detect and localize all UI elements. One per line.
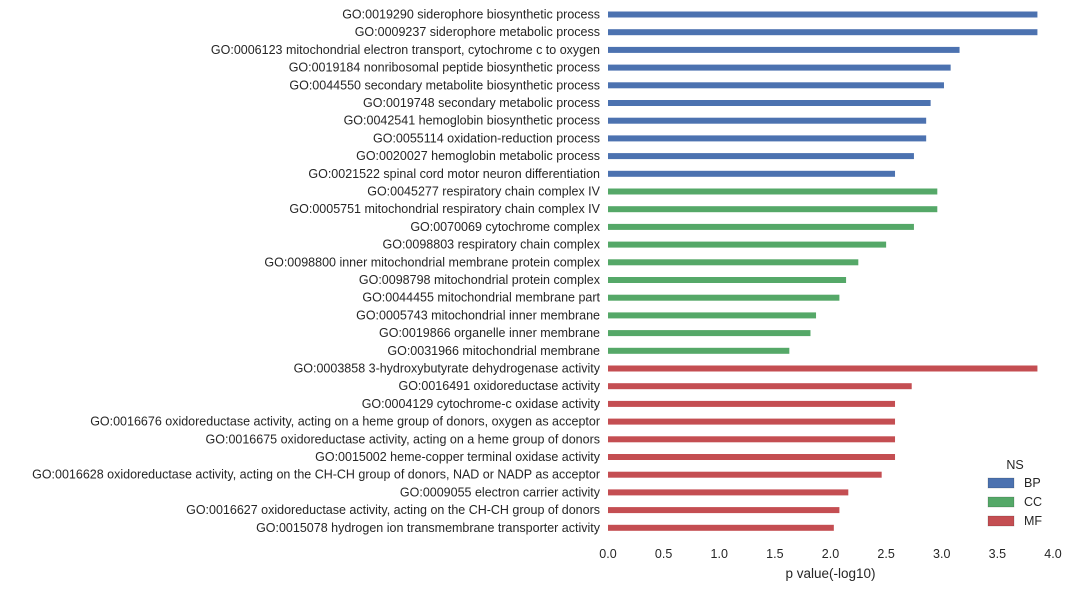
bar-cc-15 [608, 259, 859, 266]
bar-cc-13 [608, 223, 914, 230]
category-label: GO:0044455 mitochondrial membrane part [362, 291, 600, 305]
legend-swatch-mf [987, 515, 1015, 527]
category-label: GO:0005743 mitochondrial inner membrane [356, 308, 600, 322]
category-label: GO:0004129 cytochrome-c oxidase activity [362, 397, 601, 411]
bars-layer [608, 11, 1038, 531]
category-label: GO:0016675 oxidoreductase activity, acti… [206, 432, 600, 446]
category-label: GO:0031966 mitochondrial membrane [387, 344, 600, 358]
category-label: GO:0006123 mitochondrial electron transp… [211, 43, 600, 57]
category-label: GO:0098803 respiratory chain complex [383, 238, 601, 252]
x-tick-label: 1.0 [711, 547, 728, 561]
legend-label-cc: CC [1024, 495, 1042, 509]
category-label: GO:0042541 hemoglobin biosynthetic proce… [344, 114, 600, 128]
legend-title: NS [1006, 458, 1023, 472]
category-labels: GO:0019290 siderophore biosynthetic proc… [32, 8, 601, 535]
x-tick-label: 0.0 [599, 547, 616, 561]
x-tick-label: 3.5 [989, 547, 1006, 561]
bar-bp-9 [608, 153, 914, 160]
category-label: GO:0098800 inner mitochondrial membrane … [264, 255, 600, 269]
category-label: GO:0015078 hydrogen ion transmembrane tr… [256, 521, 601, 535]
category-label: GO:0016491 oxidoreductase activity [398, 379, 600, 393]
bar-mf-28 [608, 489, 849, 496]
category-label: GO:0015002 heme-copper terminal oxidase … [315, 450, 601, 464]
category-label: GO:0070069 cytochrome complex [410, 220, 600, 234]
bar-bp-2 [608, 29, 1038, 36]
category-label: GO:0016676 oxidoreductase activity, acti… [90, 415, 600, 429]
legend-swatch-bp [987, 477, 1015, 489]
x-tick-label: 3.0 [933, 547, 950, 561]
category-label: GO:0019290 siderophore biosynthetic proc… [342, 8, 600, 22]
bar-mf-25 [608, 436, 896, 443]
bar-bp-1 [608, 11, 1038, 18]
category-label: GO:0005751 mitochondrial respiratory cha… [289, 202, 600, 216]
bar-mf-27 [608, 471, 882, 478]
bar-cc-16 [608, 277, 847, 283]
bar-bp-6 [608, 100, 931, 106]
x-axis-title: p value(-log10) [785, 566, 875, 581]
legend-label-bp: BP [1024, 476, 1041, 490]
bar-bp-7 [608, 117, 927, 124]
bar-bp-10 [608, 170, 896, 177]
bar-bp-3 [608, 46, 960, 53]
category-label: GO:0016627 oxidoreductase activity, acti… [186, 503, 600, 517]
legend-label-mf: MF [1024, 514, 1042, 528]
bar-cc-18 [608, 312, 817, 319]
bar-cc-11 [608, 188, 938, 195]
bar-mf-21 [608, 365, 1038, 372]
category-label: GO:0003858 3-hydroxybutyrate dehydrogena… [294, 362, 601, 376]
x-tick-label: 2.0 [822, 547, 839, 561]
bar-bp-5 [608, 82, 944, 89]
x-tick-label: 2.5 [877, 547, 894, 561]
bar-bp-4 [608, 64, 951, 71]
bar-cc-14 [608, 241, 887, 248]
x-axis: 0.0 0.5 1.0 1.5 2.0 2.5 3.0 3.5 4.0 [599, 547, 1061, 561]
bar-mf-29 [608, 507, 840, 514]
bar-cc-12 [608, 206, 938, 213]
category-label: GO:0021522 spinal cord motor neuron diff… [308, 167, 600, 181]
category-label: GO:0016628 oxidoreductase activity, acti… [32, 468, 600, 482]
bar-cc-20 [608, 347, 790, 354]
bar-mf-22 [608, 383, 912, 390]
category-label: GO:0019184 nonribosomal peptide biosynth… [289, 61, 600, 75]
category-label: GO:0098798 mitochondrial protein complex [359, 273, 601, 287]
category-label: GO:0019748 secondary metabolic process [363, 96, 600, 110]
bar-mf-23 [608, 400, 896, 407]
bar-bp-8 [608, 135, 927, 142]
legend: NS BP CC MF [987, 458, 1042, 528]
category-label: GO:0045277 respiratory chain complex IV [367, 185, 600, 199]
bar-mf-30 [608, 524, 834, 531]
bar-mf-24 [608, 418, 896, 425]
category-label: GO:0009237 siderophore metabolic process [355, 25, 600, 39]
bar-mf-26 [608, 454, 896, 460]
category-label: GO:0020027 hemoglobin metabolic process [356, 149, 600, 163]
legend-swatch-cc [987, 496, 1015, 508]
bar-cc-19 [608, 330, 811, 337]
category-label: GO:0055114 oxidation-reduction process [373, 131, 600, 145]
bar-cc-17 [608, 294, 840, 301]
x-tick-label: 1.5 [766, 547, 783, 561]
category-label: GO:0044550 secondary metabolite biosynth… [289, 78, 600, 92]
x-tick-label: 4.0 [1044, 547, 1061, 561]
x-tick-label: 0.5 [655, 547, 672, 561]
category-label: GO:0019866 organelle inner membrane [379, 326, 600, 340]
category-label: GO:0009055 electron carrier activity [400, 485, 601, 499]
